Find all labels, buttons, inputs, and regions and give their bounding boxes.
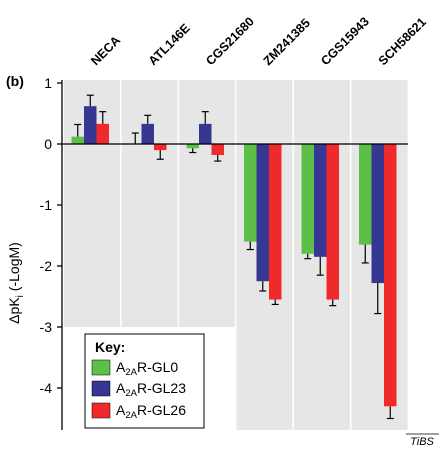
- category-label-atl146e: ATL146E: [146, 21, 193, 68]
- bar-gl23-cgs21680: [199, 123, 212, 144]
- legend-label-gl26: A2AR-GL26: [116, 402, 186, 421]
- category-label-neca: NECA: [88, 33, 123, 68]
- category-labels: NECA ATL146E CGS21680 ZM241385 CGS15943 SCH58…: [88, 14, 429, 68]
- bar-gl0-neca: [71, 136, 84, 144]
- y-axis-label-sub: i: [15, 295, 26, 297]
- legend-swatch-gl23: [91, 380, 111, 397]
- legend-title: Key:: [95, 339, 125, 355]
- legend: Key: A2AR-GL0 A2AR-GL23 A2AR-GL26: [84, 333, 205, 429]
- category-label-cgs15943: CGS15943: [318, 14, 372, 68]
- bar-gl0-zm241385: [244, 144, 257, 242]
- legend-swatch-gl0: [91, 359, 111, 376]
- bar-gl26-sch58621: [384, 144, 397, 407]
- legend-swatch-gl26: [91, 402, 111, 419]
- panel-label: (b): [6, 73, 24, 89]
- bars: [71, 94, 397, 420]
- legend-label-gl0: A2AR-GL0: [116, 359, 178, 378]
- bar-gl26-cgs21680: [211, 144, 224, 155]
- y-tick-label: 1: [44, 75, 52, 91]
- y-axis-label: ΔpKi (-LogM): [6, 242, 26, 324]
- bar-gl26-atl146e: [154, 144, 167, 151]
- y-tick-label: -2: [40, 258, 53, 274]
- axes: 1 0 -1 -2 -3 -4: [40, 75, 408, 430]
- y-tick-label: -1: [40, 197, 53, 213]
- bar-gl26-zm241385: [269, 144, 282, 300]
- y-axis-label-main: ΔpK: [6, 297, 22, 324]
- y-tick-label: 0: [44, 136, 52, 152]
- y-tick-label: -4: [40, 380, 53, 396]
- bar-gl23-zm241385: [256, 144, 269, 282]
- bar-gl0-cgs21680: [186, 144, 199, 149]
- bar-gl26-neca: [96, 123, 109, 144]
- category-bg-atl146e: [121, 80, 178, 327]
- y-axis-label-unit: (-LogM): [6, 242, 22, 295]
- bar-gl23-atl146e: [141, 123, 154, 144]
- legend-label-gl23: A2AR-GL23: [116, 380, 186, 399]
- bar-gl23-neca: [84, 106, 97, 144]
- bar-gl0-cgs15943: [301, 144, 314, 254]
- category-label-cgs21680: CGS21680: [203, 14, 257, 68]
- bar-gl23-sch58621: [371, 144, 384, 284]
- category-label-sch58621: SCH58621: [376, 15, 429, 68]
- bar-gl23-cgs15943: [314, 144, 327, 257]
- bar-gl0-sch58621: [359, 144, 372, 245]
- svg-text:ΔpKi (-LogM): ΔpKi (-LogM): [6, 242, 26, 324]
- source-label: TiBS: [410, 436, 434, 448]
- category-bg-cgs21680: [179, 80, 235, 327]
- category-label-zm241385: ZM241385: [261, 16, 313, 68]
- bar-gl26-cgs15943: [326, 144, 339, 300]
- y-tick-label: -3: [40, 319, 53, 335]
